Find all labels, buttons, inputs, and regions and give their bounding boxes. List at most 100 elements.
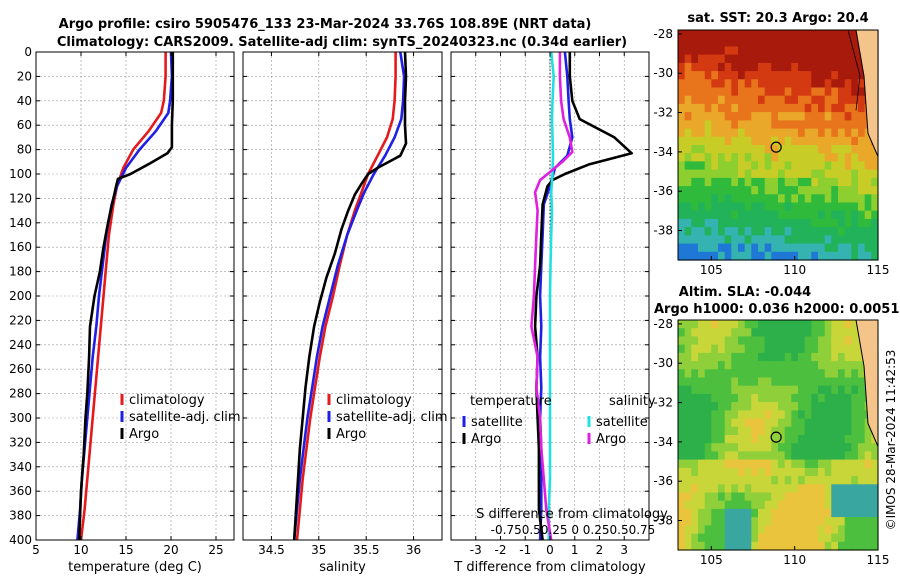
map-cell: [784, 54, 792, 64]
map-cell: [851, 492, 859, 502]
series-line-red: [79, 52, 167, 541]
map-cell: [744, 120, 752, 130]
map-cell: [764, 103, 772, 113]
map-cell: [824, 161, 832, 171]
map-cell: [811, 177, 819, 187]
map-cell: [751, 410, 759, 420]
map-cell: [851, 112, 859, 121]
map-cell: [811, 251, 819, 261]
map-cell: [744, 443, 752, 452]
map-cell: [684, 500, 692, 510]
map-cell: [804, 202, 812, 212]
map-cell: [838, 377, 846, 387]
map-cell: [811, 426, 819, 436]
map-cell: [798, 194, 806, 204]
map-cell: [691, 484, 699, 494]
map-cell: [704, 169, 712, 179]
map-cell: [744, 451, 752, 461]
map-cell: [724, 369, 732, 379]
map-cell: [778, 476, 786, 485]
map-cell: [784, 451, 792, 461]
map-cell: [738, 186, 746, 195]
map-cell: [858, 385, 866, 395]
map-cell: [724, 377, 732, 387]
map-cell: [831, 467, 839, 477]
map-cell: [838, 336, 846, 346]
map-cell: [858, 218, 866, 228]
map-cell: [798, 533, 806, 543]
map-cell: [838, 87, 846, 97]
map-cell: [711, 410, 719, 420]
map-cell: [684, 186, 692, 195]
map-cell: [791, 71, 799, 80]
map-cell: [684, 87, 692, 97]
map-cell: [758, 87, 766, 97]
map-cell: [824, 500, 832, 510]
map-cell: [758, 79, 766, 89]
map-cell: [758, 484, 766, 494]
map-cell: [771, 161, 779, 171]
y-tick-label: 400: [9, 533, 32, 547]
map-cell: [818, 46, 826, 56]
map-cell: [784, 369, 792, 379]
map-cell: [744, 541, 752, 551]
map-cell: [771, 385, 779, 395]
map-cell: [811, 243, 819, 253]
map-cell: [864, 202, 872, 212]
map-cell: [711, 500, 719, 510]
map-cell: [698, 492, 706, 502]
map-cell: [778, 186, 786, 195]
map-cell: [838, 467, 846, 477]
map-cell: [778, 161, 786, 171]
map-cell: [778, 235, 786, 245]
map-cell: [824, 169, 832, 179]
y-tick-label: -28: [653, 317, 673, 331]
map-cell: [684, 218, 692, 228]
map-cell: [811, 377, 819, 387]
map-cell: [704, 476, 712, 485]
y-tick-label: 200: [9, 289, 32, 303]
map-cell: [851, 30, 859, 39]
map-cell: [698, 352, 706, 362]
map-cell: [851, 161, 859, 171]
map-cell: [758, 153, 766, 162]
map-cell: [831, 426, 839, 436]
map-cell: [851, 328, 859, 337]
map-cell: [818, 467, 826, 477]
map-cell: [864, 492, 872, 502]
map-cell: [798, 328, 806, 337]
map-cell: [678, 451, 686, 461]
map-cell: [844, 79, 852, 89]
map-cell: [804, 136, 812, 146]
map-cell: [718, 492, 726, 502]
map-cell: [718, 344, 726, 354]
map-cell: [764, 361, 772, 370]
map-cell: [844, 202, 852, 212]
map-cell: [678, 541, 686, 551]
map-cell: [791, 218, 799, 228]
map-cell: [718, 79, 726, 89]
map-cell: [718, 393, 726, 403]
map-cell: [871, 243, 879, 253]
map-cell: [724, 410, 732, 420]
map-cell: [724, 361, 732, 370]
map-cell: [751, 500, 759, 510]
y-tick-label: -28: [653, 27, 673, 41]
map-cell: [871, 517, 879, 526]
map-cell: [798, 508, 806, 518]
map-cell: [744, 136, 752, 146]
map-cell: [698, 402, 706, 411]
map-cell: [751, 492, 759, 502]
map-cell: [698, 62, 706, 72]
map-cell: [831, 120, 839, 130]
map-cell: [818, 153, 826, 162]
map-cell: [691, 177, 699, 187]
map-cell: [798, 177, 806, 187]
map-cell: [704, 227, 712, 236]
map-cell: [678, 95, 686, 105]
x-tick-label: 36: [406, 543, 421, 557]
map-cell: [698, 128, 706, 138]
map-cell: [784, 344, 792, 354]
y-tick-label: 380: [9, 509, 32, 523]
